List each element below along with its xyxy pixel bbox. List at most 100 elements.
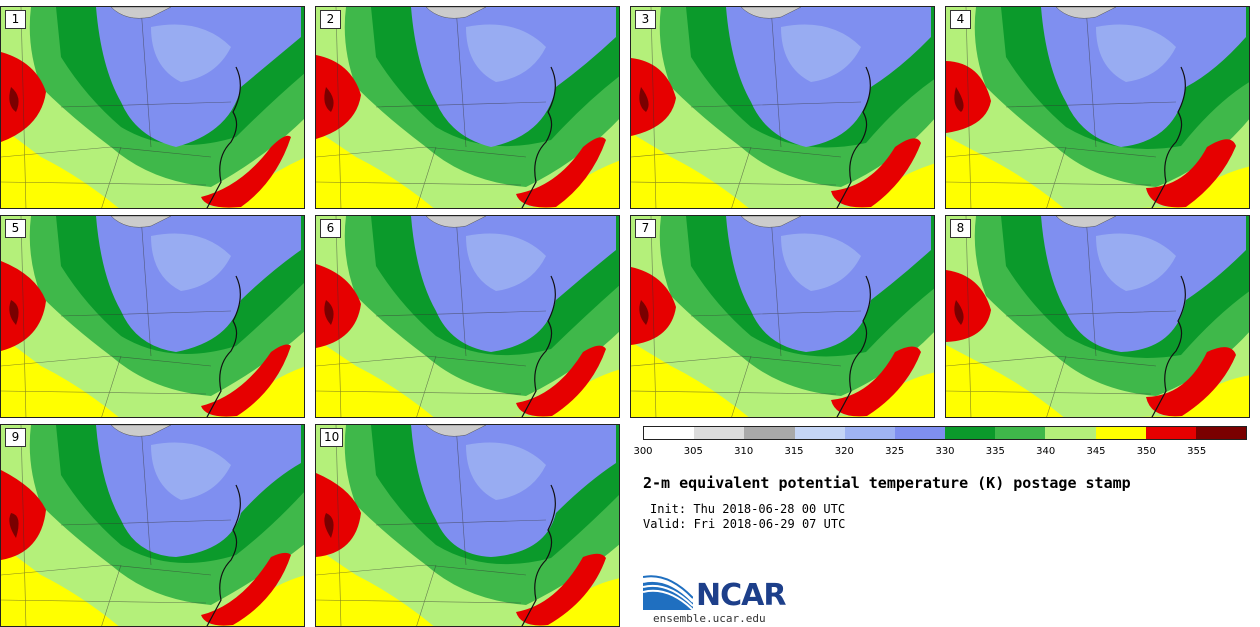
map-10 <box>316 425 619 626</box>
field-dark-red <box>9 513 19 538</box>
stamp-panel-10[interactable]: 10 <box>315 424 620 627</box>
field-light-blue <box>151 24 231 82</box>
coastline <box>1151 66 1186 208</box>
map-4 <box>946 7 1249 208</box>
field-dark-red <box>324 87 334 112</box>
colorbar-tick-label: 300 <box>633 446 653 457</box>
stamp-panel-9[interactable]: 9 <box>0 424 305 627</box>
panel-label: 5 <box>5 219 26 238</box>
panel-label: 8 <box>950 219 971 238</box>
colorbar-segment <box>1045 427 1096 439</box>
colorbar-tick-label: 315 <box>784 446 804 457</box>
state-borders <box>316 425 547 626</box>
colorbar-tick-label: 355 <box>1187 446 1207 457</box>
init-time: Init: Thu 2018-06-28 00 UTC <box>650 502 846 516</box>
field-red-east <box>831 346 921 417</box>
field-dark-red <box>9 87 19 112</box>
field-red-east <box>516 553 606 626</box>
great-lake-shape <box>425 7 487 19</box>
state-borders <box>631 216 862 417</box>
panel-label: 1 <box>5 10 26 29</box>
logo-url[interactable]: ensemble.ucar.edu <box>653 612 766 625</box>
field-red-east <box>201 344 291 417</box>
stamp-panel-6[interactable]: 6 <box>315 215 620 418</box>
great-lake-shape <box>425 425 487 437</box>
colorbar-segment <box>1145 427 1196 439</box>
coastline <box>1151 275 1186 417</box>
field-red-east <box>201 135 291 208</box>
ncar-logo-icon <box>643 572 693 610</box>
stamp-panel-7[interactable]: 7 <box>630 215 935 418</box>
field-dark-red <box>324 300 334 325</box>
stamp-panel-4[interactable]: 4 <box>945 6 1250 209</box>
panel-label: 7 <box>635 219 656 238</box>
state-borders <box>631 7 862 208</box>
colorbar-tick-label: 350 <box>1136 446 1156 457</box>
great-lake-shape <box>110 425 172 437</box>
field-light-blue <box>781 24 861 82</box>
colorbar <box>643 426 1247 440</box>
map-6 <box>316 216 619 417</box>
colorbar-segment <box>1195 427 1247 439</box>
field-red-east <box>1146 139 1236 208</box>
colorbar-segment <box>794 427 845 439</box>
panel-label: 4 <box>950 10 971 29</box>
field-light-blue <box>466 24 546 82</box>
stamp-panel-1[interactable]: 1 <box>0 6 305 209</box>
panel-label: 2 <box>320 10 341 29</box>
colorbar-tick-label: 320 <box>834 446 854 457</box>
map-7 <box>631 216 934 417</box>
field-light-blue <box>1096 24 1176 82</box>
state-borders <box>1 216 232 417</box>
colorbar-segment <box>644 427 695 439</box>
colorbar-tick-label: 305 <box>683 446 703 457</box>
panel-label: 10 <box>320 428 344 447</box>
stamp-panel-8[interactable]: 8 <box>945 215 1250 418</box>
colorbar-tick-label: 310 <box>734 446 754 457</box>
panel-label: 6 <box>320 219 341 238</box>
field-light-blue <box>466 233 546 291</box>
colorbar-segment <box>995 427 1046 439</box>
state-borders <box>1 7 232 208</box>
field-red-east <box>516 137 606 208</box>
field-dark-red <box>639 87 649 112</box>
coastline <box>836 275 871 417</box>
great-lake-shape <box>110 216 172 228</box>
colorbar-segment <box>694 427 745 439</box>
great-lake-shape <box>740 7 802 19</box>
great-lake-shape <box>1055 216 1117 228</box>
state-borders <box>316 7 547 208</box>
coastline <box>836 66 871 208</box>
coastline <box>521 66 556 208</box>
map-3 <box>631 7 934 208</box>
field-red-east <box>1146 347 1236 417</box>
coastline <box>206 484 241 626</box>
colorbar-tick-label: 330 <box>935 446 955 457</box>
field-dark-red <box>9 300 19 325</box>
colorbar-segment <box>945 427 996 439</box>
state-borders <box>316 216 547 417</box>
map-1 <box>1 7 304 208</box>
field-dark-red <box>324 513 334 538</box>
field-dark-red <box>639 300 649 325</box>
field-red-east <box>831 138 921 208</box>
colorbar-segment <box>844 427 895 439</box>
stamp-panel-3[interactable]: 3 <box>630 6 935 209</box>
stamp-panel-2[interactable]: 2 <box>315 6 620 209</box>
colorbar-segment <box>1095 427 1146 439</box>
great-lake-shape <box>740 216 802 228</box>
colorbar-segment <box>744 427 795 439</box>
great-lake-shape <box>110 7 172 19</box>
map-9 <box>1 425 304 626</box>
field-dark-red <box>954 300 964 325</box>
panel-label: 3 <box>635 10 656 29</box>
stamp-panel-5[interactable]: 5 <box>0 215 305 418</box>
field-light-blue <box>781 233 861 291</box>
field-red-east <box>516 345 606 417</box>
field-light-blue <box>151 233 231 291</box>
coastline <box>206 66 241 208</box>
colorbar-tick-label: 340 <box>1036 446 1056 457</box>
figure-title: 2-m equivalent potential temperature (K)… <box>643 474 1131 492</box>
field-red-east <box>201 552 291 626</box>
colorbar-tick-label: 345 <box>1086 446 1106 457</box>
